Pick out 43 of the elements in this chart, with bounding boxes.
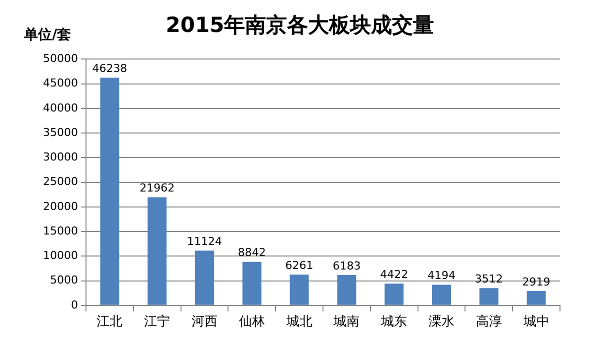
bar <box>148 197 167 305</box>
bar <box>384 284 404 305</box>
y-tick-label: 30000 <box>42 150 78 164</box>
bar <box>290 274 309 305</box>
bar <box>242 262 262 305</box>
data-label: 3512 <box>474 272 503 286</box>
data-label: 11124 <box>186 234 222 248</box>
x-tick-label: 城南 <box>332 314 360 330</box>
data-label: 2919 <box>522 275 550 288</box>
data-label: 8842 <box>238 246 266 260</box>
y-tick-label: 15000 <box>42 224 78 238</box>
y-tick-label: 20000 <box>42 200 78 213</box>
x-tick-label: 仙林 <box>238 314 265 330</box>
x-tick-label: 溧水 <box>428 314 454 330</box>
y-tick-label: 40000 <box>42 101 78 114</box>
x-tick-label: 城东 <box>380 314 408 330</box>
data-label: 46238 <box>92 62 128 76</box>
y-tick-label: 50000 <box>42 52 78 66</box>
chart-title: 2015年南京各大板块成交量 <box>166 13 434 38</box>
y-tick-label: 10000 <box>42 249 78 262</box>
y-tick-label: 45000 <box>42 76 78 90</box>
y-axis-title: 单位/套 <box>24 26 72 44</box>
x-tick-label: 城北 <box>285 314 312 330</box>
y-tick-label: 0 <box>70 298 78 312</box>
data-label: 21962 <box>140 182 175 195</box>
data-label: 6183 <box>332 259 361 272</box>
y-tick-label: 35000 <box>42 126 78 139</box>
x-tick-label: 江北 <box>96 314 123 330</box>
y-tick-label: 25000 <box>42 175 78 188</box>
y-tick-label: 5000 <box>50 274 78 287</box>
x-tick-label: 江宁 <box>144 314 170 330</box>
data-label: 4194 <box>428 269 456 282</box>
data-label: 4422 <box>380 268 408 281</box>
bar <box>479 288 498 305</box>
bar <box>526 291 546 305</box>
x-tick-label: 城中 <box>522 314 550 330</box>
bar <box>337 274 356 305</box>
x-tick-label: 河西 <box>191 314 218 330</box>
x-tick-label: 高淳 <box>476 314 502 330</box>
bar <box>100 78 120 305</box>
bar <box>432 284 451 305</box>
bar <box>195 250 214 305</box>
data-label: 6261 <box>285 258 314 272</box>
